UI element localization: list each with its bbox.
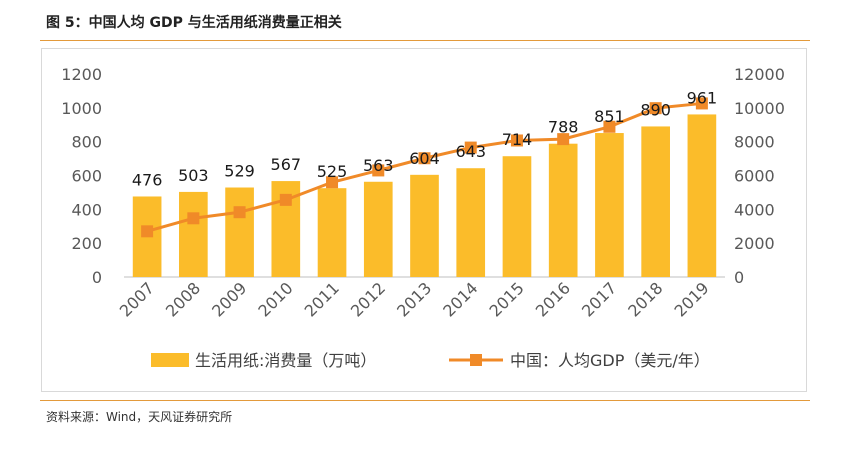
bar-value-label: 788 [548,118,579,137]
gdp-point [464,141,477,154]
gdp-point [649,102,662,115]
x-tick-label: 2017 [578,278,620,320]
gdp-point [603,120,616,133]
bar [225,187,254,277]
y-right-tick-label: 12000 [734,65,785,84]
gdp-point [233,206,246,219]
legend-bar-label: 生活用纸:消费量（万吨） [195,351,376,370]
y-right-tick-label: 8000 [734,133,775,152]
x-tick-label: 2014 [439,278,481,320]
bar-value-label: 714 [502,130,533,149]
data-labels-layer: 476 503 529 567 525 563 604 643 714 788 851 890 961 [132,88,717,189]
bar-value-label: 529 [224,162,255,181]
x-tick-label: 2018 [624,278,666,320]
top-rule [40,40,810,41]
gdp-point [695,97,708,110]
bar [456,168,486,277]
gdp-point [372,164,385,177]
bars-layer [132,114,717,277]
bar-value-label: 851 [594,107,625,126]
x-tick-label: 2008 [162,278,204,320]
bar [548,143,578,277]
x-tick-label: 2009 [208,278,250,320]
bar [502,156,532,277]
bar [595,133,624,277]
bar [179,191,208,277]
y-right-tick-label: 2000 [734,234,775,253]
bar [317,188,347,277]
x-tick-label: 2007 [116,278,158,320]
bottom-rule [40,400,810,401]
y-right-tick-label: 0 [734,268,744,287]
bar-value-label: 563 [363,156,394,175]
chart-svg: 0200400600800100012000200040006000800010… [61,65,785,370]
y-right-tick-label: 10000 [734,99,785,118]
bar-value-label: 567 [271,155,302,174]
bar-value-label: 961 [687,88,718,107]
line-layer [141,97,708,238]
bar [363,181,393,277]
y-left-tick-label: 200 [71,234,102,253]
y-left-tick-label: 1000 [61,99,102,118]
legend-line-marker [470,354,482,366]
x-tick-label: 2012 [347,278,389,320]
x-tick-label: 2011 [301,278,343,320]
legend-bar-swatch [151,353,189,367]
x-tick-label: 2015 [486,278,528,320]
bar-value-label: 890 [640,100,671,119]
y-left-tick-label: 0 [92,268,102,287]
y-left-tick-label: 600 [71,167,102,186]
y-right-tick-label: 6000 [734,167,775,186]
x-tick-label: 2010 [254,278,296,320]
gdp-point [557,133,570,146]
x-tick-label: 2019 [670,278,712,320]
x-tick-label: 2013 [393,278,435,320]
bar-value-label: 476 [132,170,163,189]
legend-line-label: 中国：人均GDP（美元/年） [510,351,710,370]
y-right-tick-label: 4000 [734,200,775,219]
gdp-point [418,152,431,165]
gdp-point [141,225,154,238]
gdp-point [187,212,200,225]
legend: 生活用纸:消费量（万吨） 中国：人均GDP（美元/年） [151,351,710,370]
y-left-tick-label: 400 [71,200,102,219]
bar [410,174,439,277]
bar [641,126,670,277]
source-note: 资料来源：Wind，天风证券研究所 [46,410,233,424]
x-tick-label: 2016 [532,278,574,320]
bar-value-label: 525 [317,162,348,181]
bar-value-label: 604 [409,149,440,168]
bar-value-label: 643 [455,142,486,161]
gdp-point [279,193,292,206]
gdp-point [510,134,523,147]
bar-value-label: 503 [178,166,209,185]
y-left-tick-label: 1200 [61,65,102,84]
chart-frame: 0 200 400 600 800 1000 1200 0 2000 4000 6000 8000 10… [41,48,807,392]
gdp-point [326,176,339,189]
figure-title: 图 5：中国人均 GDP 与生活用纸消费量正相关 [46,15,342,31]
y-left-tick-label: 800 [71,133,102,152]
bar [687,114,717,277]
